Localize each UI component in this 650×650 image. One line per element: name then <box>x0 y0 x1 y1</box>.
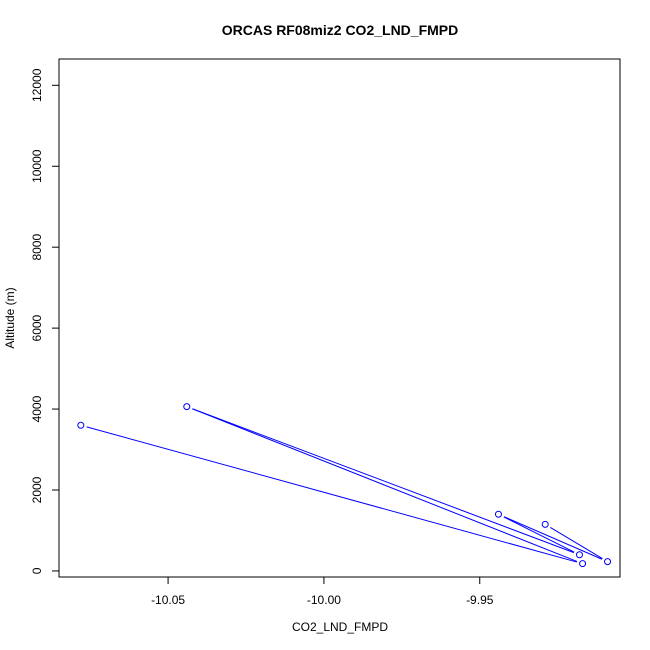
data-point <box>579 560 587 568</box>
series-layer <box>77 403 612 568</box>
series-segment <box>192 408 578 562</box>
y-axis: 0 2000 4000 6000 8000 10000 12000 <box>30 68 60 574</box>
y-tick-label: 4000 <box>30 395 44 422</box>
y-tick-label: 12000 <box>30 68 44 102</box>
data-point <box>77 421 85 429</box>
data-point <box>183 403 191 411</box>
x-axis-label: CO2_LND_FMPD <box>292 620 388 634</box>
data-point <box>604 558 612 566</box>
data-point <box>494 510 502 518</box>
series-segment <box>503 516 575 553</box>
y-tick-label: 6000 <box>30 314 44 341</box>
y-axis-label: Altitude (m) <box>3 287 17 348</box>
series-segment <box>550 527 603 559</box>
series-segment <box>192 408 575 554</box>
x-tick-label: -10.00 <box>307 593 341 607</box>
chart-title: ORCAS RF08miz2 CO2_LND_FMPD <box>222 22 459 38</box>
y-tick-label: 2000 <box>30 476 44 503</box>
series-segment <box>503 516 603 560</box>
y-tick-label: 0 <box>30 567 44 574</box>
x-axis: -10.05 -10.00 -9.95 <box>151 576 494 607</box>
data-point <box>541 520 549 528</box>
data-point <box>575 551 583 559</box>
y-tick-label: 8000 <box>30 234 44 261</box>
x-tick-label: -9.95 <box>466 593 494 607</box>
series-segment <box>86 426 577 563</box>
y-tick-label: 10000 <box>30 149 44 183</box>
x-tick-label: -10.05 <box>151 593 185 607</box>
